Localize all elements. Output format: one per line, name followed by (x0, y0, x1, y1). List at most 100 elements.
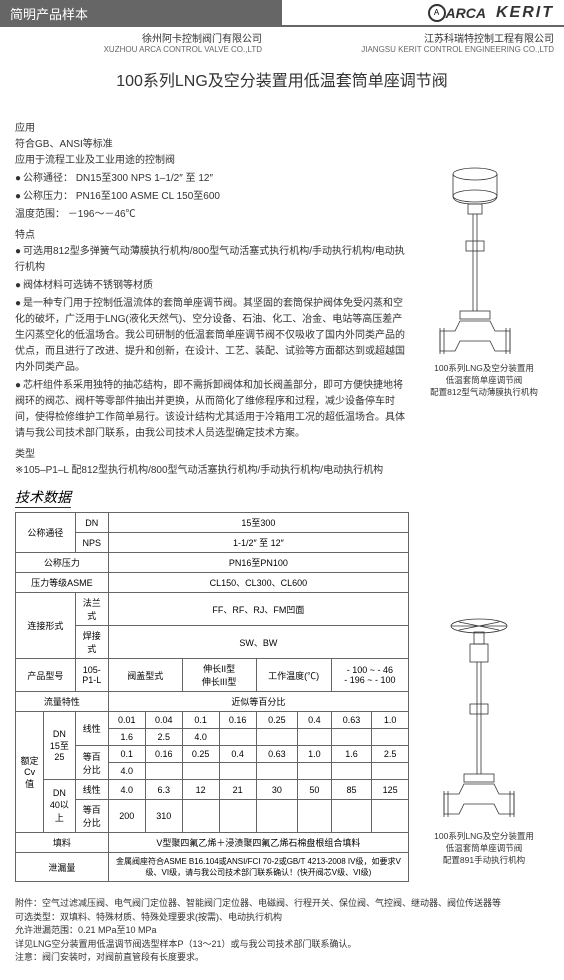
cell (182, 800, 219, 833)
feature-bullet: 是一种专门用于控制低温流体的套筒单座调节阀。其坚固的套筒保护阀体免受闪蒸和空化的… (15, 296, 409, 376)
cell (145, 763, 182, 780)
cell (298, 800, 332, 833)
intro-l3: 应用于流程工业及工业用途的控制阀 (15, 153, 409, 169)
cell: 2.5 (372, 746, 409, 763)
cell: 填料 (16, 833, 109, 853)
company-left-en: XUZHOU ARCA CONTROL VALVE CO.,LTD (10, 45, 262, 54)
cell: 4.0 (108, 763, 145, 780)
cell: 线性 (75, 712, 108, 746)
footer-notes: 附件：空气过滤减压阀、电气阀门定位器、智能阀门定位器、电磁阀、行程开关、保位阀、… (0, 892, 564, 980)
cell: PN16至PN100 (108, 553, 408, 573)
cell: 0.1 (182, 712, 219, 729)
cell: 0.4 (298, 712, 332, 729)
footer-line: 详见LNG空分装置用低温调节阀选型样本P（13～21）或与我公司技术部门联系确认… (15, 938, 549, 952)
tech-data-label: 技术数据 (15, 487, 71, 508)
cell: 2.5 (145, 729, 182, 746)
cell: 阀盖型式 (108, 659, 182, 692)
company-right-en: JIANGSU KERIT CONTROL ENGINEERING CO.,LT… (302, 45, 554, 54)
fig2-l1: 100系列LNG及空分装置用 (434, 831, 534, 843)
banner-label: 简明产品样本 (0, 0, 282, 27)
cell (256, 729, 298, 746)
cell: 泄漏量 (16, 853, 109, 882)
cell: 12 (182, 780, 219, 800)
cell: 公称压力 (16, 553, 109, 573)
cell: 85 (331, 780, 371, 800)
cell: 等百分比 (75, 746, 108, 780)
figure-1: 100系列LNG及空分装置用 低温套筒单座调节阀 配置812型气动薄膜执行机构 (430, 156, 538, 414)
cell: 0.1 (108, 746, 145, 763)
cell (372, 763, 409, 780)
cell: 0.16 (219, 712, 256, 729)
cell (256, 800, 298, 833)
cell: - 100 ~ - 46 - 196 ~ - 100 (331, 659, 408, 692)
footer-line: 允许泄漏范围：0.21 MPa至10 MPa (15, 924, 549, 938)
cell: 1.6 (108, 729, 145, 746)
cell (219, 763, 256, 780)
cell: DN (75, 513, 108, 533)
cell: 1-1/2″ 至 12″ (108, 533, 408, 553)
cell: 0.63 (256, 746, 298, 763)
fig1-l2: 低温套筒单座调节阀 (430, 375, 538, 387)
cell: 等百分比 (75, 800, 108, 833)
company-left-cn: 徐州阿卡控制阀门有限公司 (10, 30, 262, 45)
cell: 1.6 (331, 746, 371, 763)
cell (331, 800, 371, 833)
feature-bullet: 阀体材料可选铸不锈钢等材质 (15, 278, 409, 294)
cell: 1.0 (298, 746, 332, 763)
cell: 额定Cv值 (16, 712, 44, 833)
cell: DN 40以上 (44, 780, 76, 833)
type-line: ※105–P1–L 配812型执行机构/800型气动活塞执行机构/手动执行机构/… (15, 463, 409, 479)
cell (219, 729, 256, 746)
cell: SW、BW (108, 626, 408, 659)
cell (182, 763, 219, 780)
temp-range: 温度范围： －196～－46℃ (15, 207, 409, 223)
cell: 50 (298, 780, 332, 800)
arca-logo-icon: A (428, 4, 446, 22)
cell (331, 729, 371, 746)
cell: 连接形式 (16, 593, 76, 659)
cell: NPS (75, 533, 108, 553)
cell: 伸长II型 伸长III型 (182, 659, 256, 692)
intro-l2: 符合GB、ANSI等标准 (15, 137, 409, 153)
feature-bullet: 芯杆组件系采用独特的抽芯结构，即不需拆卸阀体和加长阀盖部分，即可方便快捷地将阀环… (15, 378, 409, 442)
cell: 105-P1-L (75, 659, 108, 692)
cell: 金属阀座符合ASME B16.104或ANSI/FCI 70-2或GB/T 42… (108, 853, 408, 882)
cell (256, 763, 298, 780)
cell: 21 (219, 780, 256, 800)
header-bar: 简明产品样本 A ARCA KERIT (0, 0, 564, 27)
cell: 6.3 (145, 780, 182, 800)
cell: 法兰式 (75, 593, 108, 626)
page-title: 100系列LNG及空分装置用低温套筒单座调节阀 (0, 67, 564, 91)
cell: 0.25 (256, 712, 298, 729)
cell: V型聚四氟乙烯＋浸渍聚四氟乙烯石棉盘根组合填料 (108, 833, 408, 853)
cell: 近似等百分比 (108, 692, 408, 712)
fig2-l3: 配置891手动执行机构 (434, 855, 534, 867)
cell: 30 (256, 780, 298, 800)
cell: 0.01 (108, 712, 145, 729)
cell: CL150、CL300、CL600 (108, 573, 408, 593)
footer-line: 附件：空气过滤减压阀、电气阀门定位器、智能阀门定位器、电磁阀、行程开关、保位阀、… (15, 897, 549, 911)
cell: 0.25 (182, 746, 219, 763)
cell: 产品型号 (16, 659, 76, 692)
cell: 1.0 (372, 712, 409, 729)
type-label: 类型 (15, 445, 409, 460)
cell: 4.0 (182, 729, 219, 746)
cell: 焊接式 (75, 626, 108, 659)
cell: 0.16 (145, 746, 182, 763)
content-column: 应用 符合GB、ANSI等标准 应用于流程工业及工业用途的控制阀 公称通径： D… (15, 116, 419, 882)
cell: 200 (108, 800, 145, 833)
cell: DN 15至25 (44, 712, 76, 780)
intro-l1: 应用 (15, 119, 409, 134)
cell: 0.4 (219, 746, 256, 763)
valve-diagram-icon (430, 156, 520, 356)
cell (331, 763, 371, 780)
spec-bullet: 公称压力： PN16至100 ASME CL 150至600 (15, 189, 409, 205)
fig1-l3: 配置812型气动薄膜执行机构 (430, 387, 538, 399)
cell (298, 729, 332, 746)
figure-2: 100系列LNG及空分装置用 低温套筒单座调节阀 配置891手动执行机构 (434, 614, 534, 882)
cell: 0.04 (145, 712, 182, 729)
cell: 线性 (75, 780, 108, 800)
cell (298, 763, 332, 780)
cell: 125 (372, 780, 409, 800)
tech-data-table: 公称通径 DN 15至300 NPS 1-1/2″ 至 12″ 公称压力 PN1… (15, 512, 409, 882)
